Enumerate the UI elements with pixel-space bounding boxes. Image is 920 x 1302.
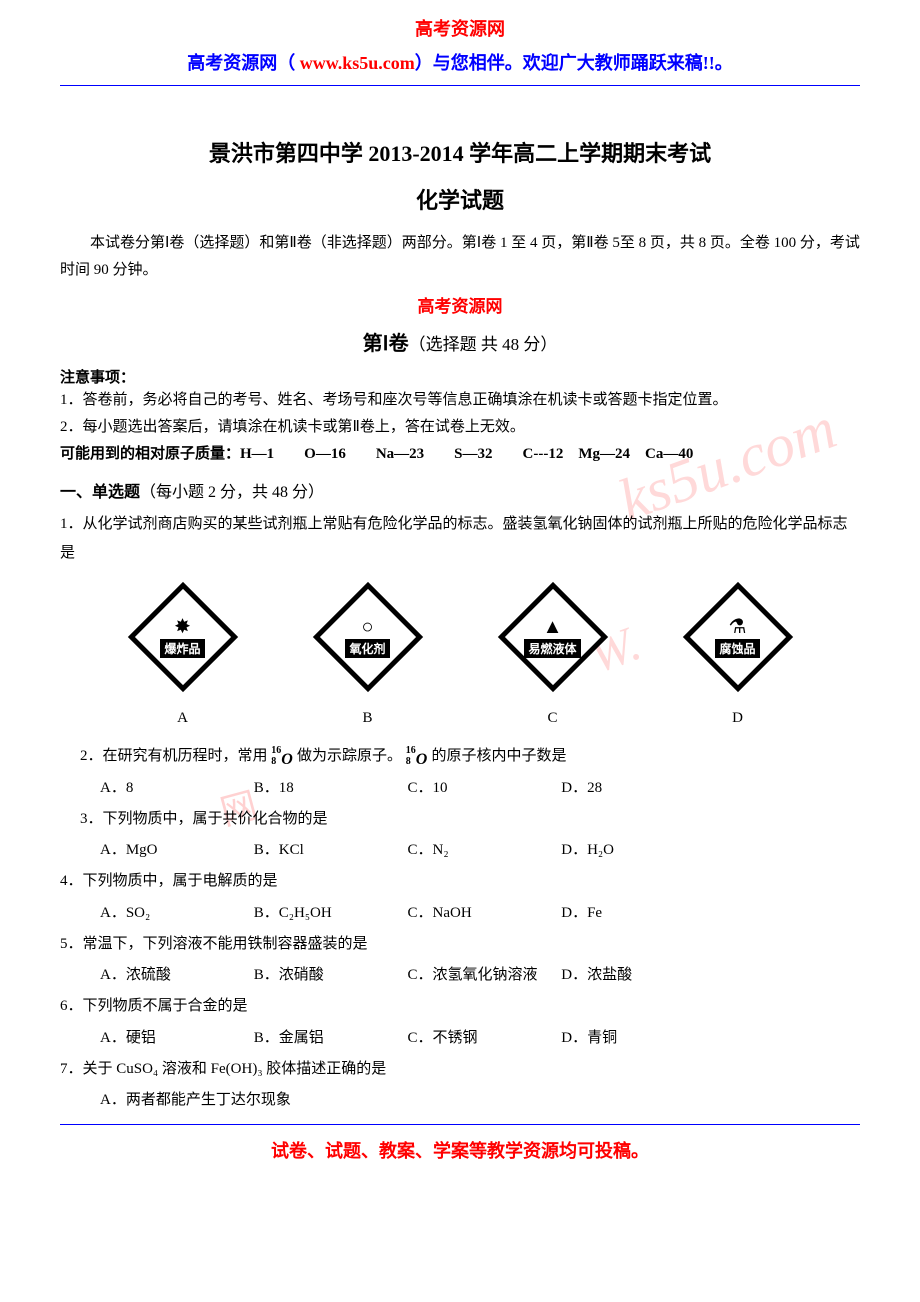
q6-opt-b: B．金属铝	[254, 1026, 404, 1047]
q2-opt-b: B．18	[254, 776, 404, 797]
q6-opt-d: D．青铜	[561, 1026, 711, 1047]
center-logo: 高考资源网	[60, 292, 860, 317]
hazard-label-c: 易燃液体	[524, 639, 580, 658]
exam-title-1: 景洪市第四中学 2013-2014 学年高二上学期期末考试	[60, 136, 860, 168]
q3-opt-a: A．MgO	[100, 838, 250, 859]
notice-item-2: 2．每小题选出答案后，请填涂在机读卡或第Ⅱ卷上，答在试卷上无效。	[60, 414, 860, 441]
flammable-icon: ▲	[543, 617, 563, 637]
isotope-2: 16 8 O	[406, 747, 428, 767]
section-1-rest: （选择题 共 48 分）	[409, 335, 558, 354]
q3-opt-d: D．H₂O	[561, 838, 711, 859]
question-1-text: 1．从化学试剂商店购买的某些试剂瓶上常贴有危险化学品的标志。盛装氢氧化钠固体的试…	[60, 510, 860, 567]
footer-text: 试卷、试题、教案、学案等教学资源均可投稿。	[0, 1127, 920, 1183]
hazard-a: ✸ 爆炸品 A	[113, 582, 253, 727]
hazard-label-a: 爆炸品	[160, 639, 204, 658]
q4-opt-b: B．C₂H₅OH	[254, 901, 404, 922]
q2-mid: 做为示踪原子。	[297, 748, 402, 764]
isotope-elem: O	[281, 745, 293, 775]
hazard-letter-b: B	[298, 710, 438, 727]
hazard-diamond-c: ▲ 易燃液体	[498, 582, 608, 692]
question-6: 6．下列物质不属于合金的是	[60, 992, 860, 1021]
corrosive-icon: ⚗	[729, 617, 747, 637]
hazard-letter-c: C	[483, 710, 623, 727]
hazard-letter-d: D	[668, 710, 808, 727]
hazard-diamond-d: ⚗ 腐蚀品	[683, 582, 793, 692]
explosion-icon: ✸	[174, 617, 191, 637]
q2-opt-a: A．8	[100, 776, 250, 797]
exam-title-2: 化学试题	[60, 183, 860, 215]
exam-intro: 本试卷分第Ⅰ卷（选择题）和第Ⅱ卷（非选择题）两部分。第Ⅰ卷 1 至 4 页，第Ⅱ…	[60, 230, 860, 284]
section-1-title: 第Ⅰ卷（选择题 共 48 分）	[60, 327, 860, 356]
notice-item-1: 1．答卷前，务必将自己的考号、姓名、考场号和座次号等信息正确填涂在机读卡或答题卡…	[60, 387, 860, 414]
hazard-diamond-b: ○ 氧化剂	[313, 582, 423, 692]
q7-options: A．两者都能产生丁达尔现象	[60, 1088, 860, 1109]
q4-options: A．SO₂ B．C₂H₅OH C．NaOH D．Fe	[60, 901, 860, 922]
header-divider	[60, 85, 860, 86]
q3-opt-c: C．N₂	[408, 838, 558, 859]
question-4: 4．下列物质中，属于电解质的是	[60, 867, 860, 896]
q4-opt-c: C．NaOH	[408, 901, 558, 922]
section-1-bold: 第Ⅰ卷	[363, 333, 409, 355]
hazard-letter-a: A	[113, 710, 253, 727]
isotope-1: 16 8 O	[271, 747, 293, 767]
hazard-label-d: 腐蚀品	[715, 639, 759, 658]
q2-after: 的原子核内中子数是	[432, 748, 567, 764]
q2-opt-c: C．10	[408, 776, 558, 797]
atomic-mass-line: 可能用到的相对原子质量：H—1 O—16 Na—23 S—32 C---12 M…	[60, 441, 860, 468]
q2-opt-d: D．28	[561, 776, 711, 797]
q6-options: A．硬铝 B．金属铝 C．不锈钢 D．青铜	[60, 1026, 860, 1047]
q2-options: A．8 B．18 C．10 D．28	[60, 776, 860, 797]
hazard-row: ✸ 爆炸品 A ○ 氧化剂 B ▲ 易燃液体	[60, 582, 860, 727]
question-3: 3．下列物质中，属于共价化合物的是	[60, 805, 860, 834]
q6-opt-a: A．硬铝	[100, 1026, 250, 1047]
question-5: 5．常温下，下列溶液不能用铁制容器盛装的是	[60, 930, 860, 959]
hazard-c: ▲ 易燃液体 C	[483, 582, 623, 727]
footer-divider	[60, 1124, 860, 1125]
isotope-num-2: 8	[406, 752, 411, 771]
q7-opt-a: A．两者都能产生丁达尔现象	[100, 1088, 400, 1109]
isotope-num: 8	[271, 752, 276, 771]
q4-opt-d: D．Fe	[561, 901, 711, 922]
notice-title: 注意事项：	[60, 366, 860, 387]
single-choice-title: 一、单选题	[60, 484, 140, 501]
hazard-label-b: 氧化剂	[345, 639, 389, 658]
q3-options: A．MgO B．KCl C．N₂ D．H₂O	[60, 838, 860, 859]
q5-opt-b: B．浓硝酸	[254, 963, 404, 984]
question-7: 7．关于 CuSO₄ 溶液和 Fe(OH)₃ 胶体描述正确的是	[60, 1055, 860, 1084]
header-suffix: ）与您相伴。欢迎广大教师踊跃来稿!!。	[415, 53, 733, 73]
hazard-b: ○ 氧化剂 B	[298, 582, 438, 727]
q6-opt-c: C．不锈钢	[408, 1026, 558, 1047]
header-line: 高考资源网（ www.ks5u.com）与您相伴。欢迎广大教师踊跃来稿!!。	[0, 41, 920, 83]
q5-options: A．浓硫酸 B．浓硝酸 C．浓氢氧化钠溶液 D．浓盐酸	[60, 963, 860, 984]
q5-opt-a: A．浓硫酸	[100, 963, 250, 984]
single-choice-header: 一、单选题（每小题 2 分，共 48 分）	[60, 478, 860, 502]
header-prefix: 高考资源网（	[187, 53, 300, 73]
q4-opt-a: A．SO₂	[100, 901, 250, 922]
q3-opt-b: B．KCl	[254, 838, 404, 859]
q2-before: 2．在研究有机历程时，常用	[80, 748, 268, 764]
hazard-diamond-a: ✸ 爆炸品	[128, 582, 238, 692]
header-logo: 高考资源网	[0, 0, 920, 41]
q5-opt-d: D．浓盐酸	[561, 963, 711, 984]
isotope-elem-2: O	[416, 745, 428, 775]
header-url: www.ks5u.com	[300, 53, 415, 73]
question-2: 2．在研究有机历程时，常用 16 8 O 做为示踪原子。 16 8 O 的原子核…	[60, 742, 860, 771]
q5-opt-c: C．浓氢氧化钠溶液	[408, 963, 558, 984]
hazard-d: ⚗ 腐蚀品 D	[668, 582, 808, 727]
single-choice-note: （每小题 2 分，共 48 分）	[140, 484, 324, 501]
oxidizer-icon: ○	[361, 617, 373, 637]
